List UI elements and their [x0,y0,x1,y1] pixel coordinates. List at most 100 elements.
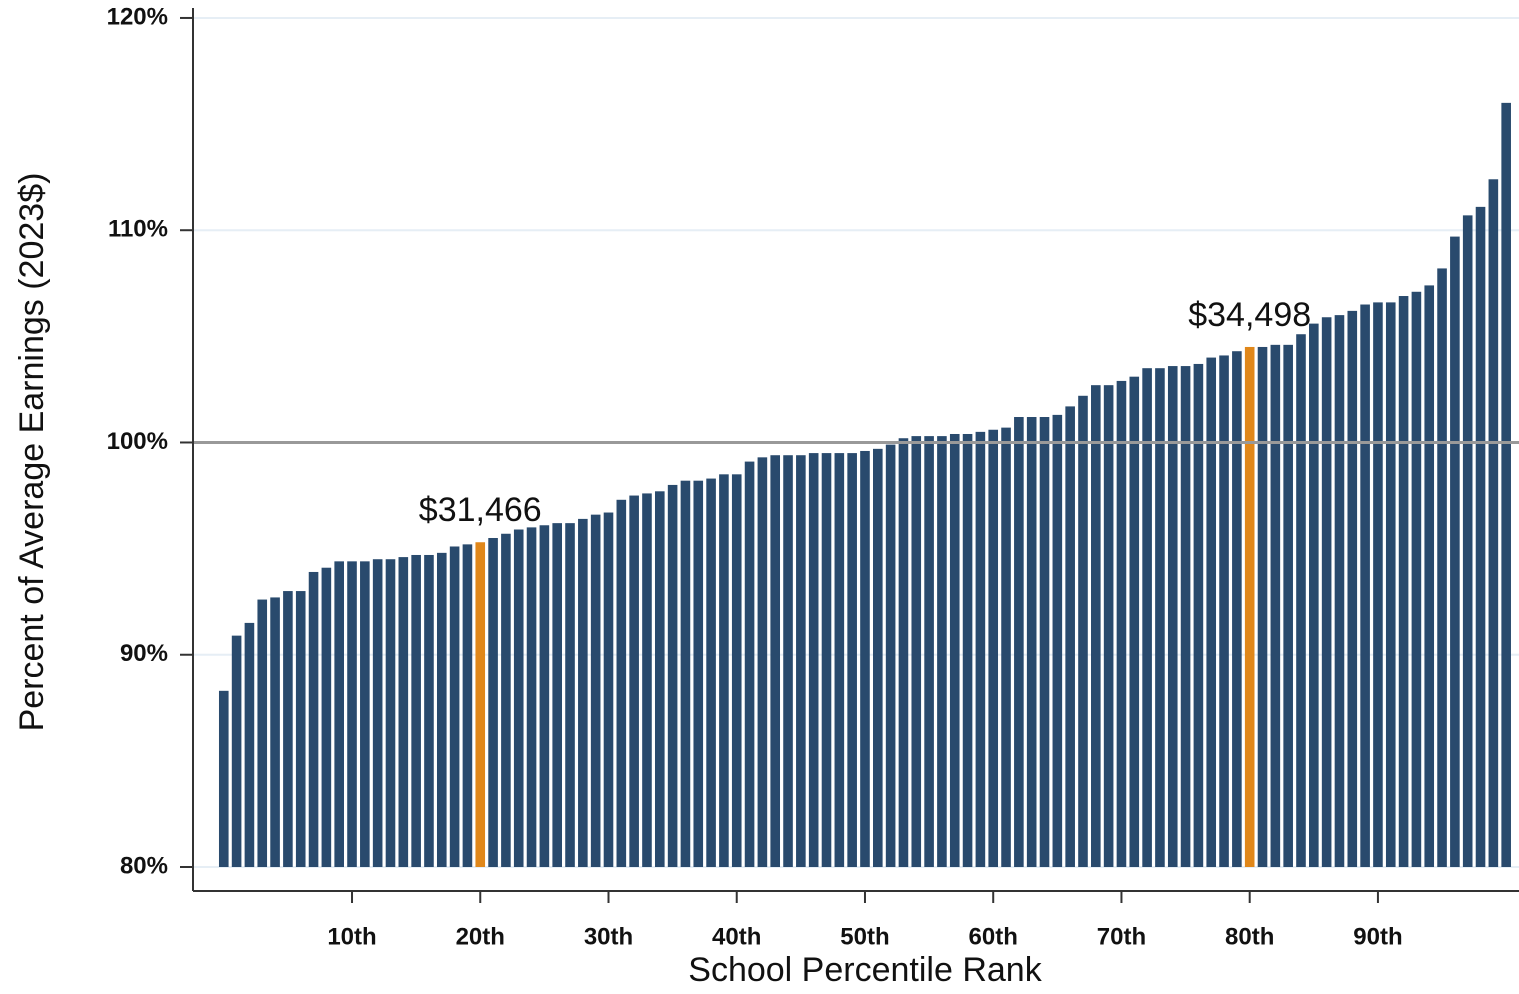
bar [270,597,280,867]
bar [1309,323,1319,868]
bar [1283,344,1293,868]
bar [873,448,883,867]
bar [1501,102,1511,868]
bar [744,461,755,867]
bar [949,433,960,867]
y-tick-label: 80% [120,852,168,879]
bar [295,591,306,867]
y-tick-label: 120% [107,3,168,30]
bar [719,474,729,867]
y-tick-label: 110% [108,216,168,243]
y-tick-label: 100% [107,428,168,455]
y-tick-label: 90% [120,640,168,667]
bar [847,453,857,867]
bar [257,599,268,867]
bar [321,567,332,867]
bar [1411,291,1422,867]
bar [578,518,588,867]
bar [642,493,652,867]
bar [1193,363,1204,867]
x-tick-label: 50th [840,923,889,950]
bar [411,554,421,867]
x-tick-label: 40th [712,923,761,950]
annotation: $34,498 [1188,296,1311,334]
bar [513,529,524,867]
bar [680,480,691,867]
bar [1180,366,1191,867]
bar [1270,344,1281,868]
bar [1078,395,1088,867]
bar [1321,317,1332,868]
bar [808,453,819,867]
bar [1462,215,1473,867]
bar [757,457,768,867]
y-axis-title: Percent of Average Earnings (2023$) [13,173,51,732]
bar [1373,302,1383,868]
bar [731,474,742,867]
bar [1398,296,1409,868]
bar [1475,206,1486,868]
bar [1142,368,1152,867]
bar [821,453,832,867]
bar [1450,236,1460,868]
bar [975,431,986,867]
bar [488,537,498,867]
bar [1334,315,1345,867]
bar [1014,417,1024,867]
bar [334,561,344,867]
bar [1039,417,1050,867]
bar [590,514,601,867]
bar [629,495,639,867]
bar [616,499,627,867]
bar [1424,285,1435,867]
bar [924,436,934,867]
x-tick-label: 20th [456,923,505,950]
bar [501,533,511,867]
bar [1232,351,1242,868]
bar [1437,268,1447,868]
bar [693,480,704,867]
bar [1206,357,1217,867]
bar [449,546,460,867]
x-tick-label: 70th [1097,923,1146,950]
bar [1052,414,1063,867]
bar [1129,376,1140,867]
bar [231,635,242,867]
bar [436,552,447,867]
bar [654,491,665,867]
bar [885,444,896,867]
bar [988,429,999,867]
x-tick-label: 80th [1225,923,1274,950]
bar [1385,302,1396,868]
bar [565,523,575,867]
bar [860,450,870,867]
bar [1026,417,1037,867]
bar [667,484,678,867]
annotation: $31,466 [419,491,542,529]
bar [283,591,293,867]
bar [706,478,716,867]
bar [1257,346,1268,867]
bar [1103,385,1114,867]
bar [360,561,370,867]
bar [475,542,486,867]
bar [308,571,319,867]
bar [462,544,473,867]
bar [770,455,781,867]
bar [424,554,434,867]
bar [1065,406,1075,867]
bar [552,523,563,867]
bar [347,561,357,867]
bar [796,455,806,867]
x-tick-label: 60th [969,923,1018,950]
bar [911,436,922,867]
bar [398,557,409,867]
bar [1488,179,1499,868]
bar [1155,368,1165,867]
bar [218,690,229,867]
bar [962,433,973,867]
bar [898,438,909,867]
bar [539,525,550,867]
bar [1347,310,1358,867]
bar [937,436,947,867]
